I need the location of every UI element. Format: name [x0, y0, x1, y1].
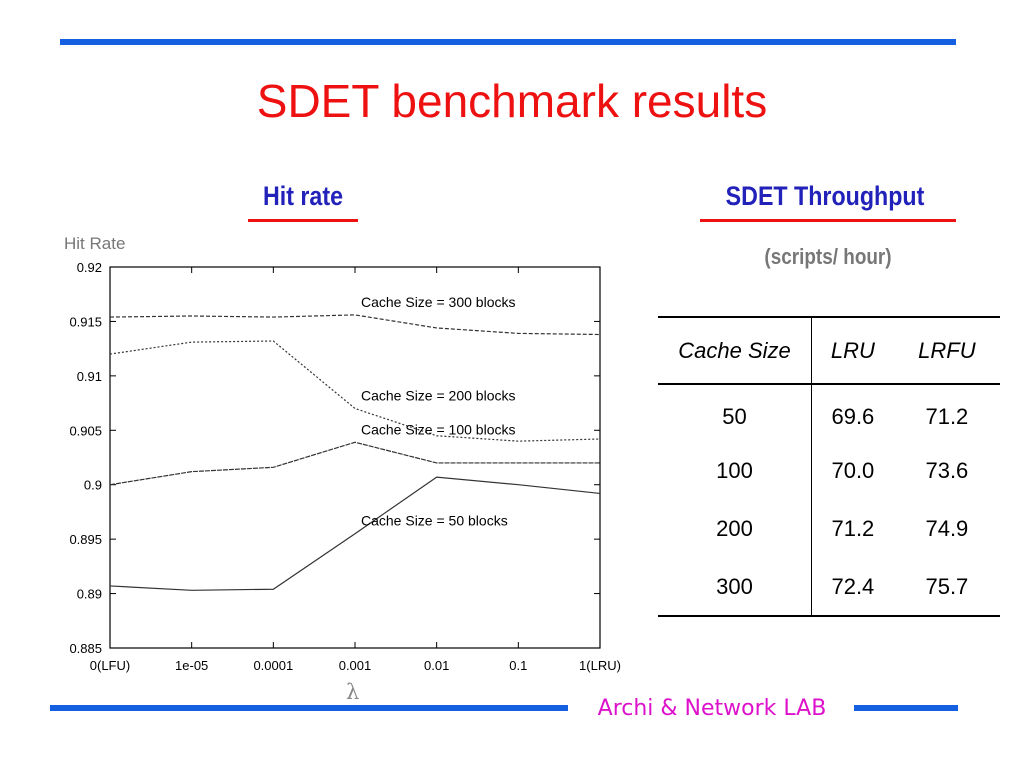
series-label: Cache Size = 200 blocks: [361, 388, 515, 404]
table-cell: 69.6: [831, 403, 875, 429]
table-row: 300 72.4 75.7: [658, 558, 1000, 616]
series-line: [109, 340, 601, 442]
series-label: Cache Size = 50 blocks: [361, 513, 508, 529]
table-header-row: Cache Size LRU LRFU: [658, 317, 1000, 385]
y-tick-label: 0.91: [77, 369, 102, 384]
throughput-table: Cache Size LRU LRFU 50 69.6 71.2 100 70.…: [658, 316, 1000, 617]
table-cell: 75.7: [925, 573, 969, 599]
table-header-lrfu: LRFU: [893, 317, 1000, 385]
table-cell: 71.2: [925, 403, 969, 429]
x-tick-label: 0.0001: [253, 658, 293, 673]
top-accent-bar: [60, 39, 956, 45]
slide-title: SDET benchmark results: [256, 75, 768, 127]
series-label: Cache Size = 300 blocks: [361, 294, 515, 310]
table-cell: 100: [658, 442, 812, 500]
y-tick-label: 0.89: [77, 587, 102, 602]
x-tick-label: 0(LFU): [90, 658, 130, 673]
hit-rate-underline: [248, 219, 358, 222]
footer-bar-right: [854, 705, 958, 711]
series-line: [109, 441, 600, 486]
table-cell: 72.4: [831, 573, 875, 599]
y-tick-label: 0.92: [77, 260, 102, 275]
plot-frame: [109, 266, 601, 649]
series-line: [109, 476, 601, 591]
chart-x-axis-label: λ: [346, 680, 360, 704]
y-tick-label: 0.885: [69, 641, 102, 656]
series-line: [109, 314, 601, 336]
x-tick-label: 0.1: [509, 658, 527, 673]
footer-lab-name: Archi & Network LAB: [597, 696, 827, 721]
chart-y-axis-label: Hit Rate: [64, 234, 126, 253]
x-tick-label: 0.001: [339, 658, 372, 673]
table-row: 50 69.6 71.2: [658, 384, 1000, 442]
table-cell: 71.2: [831, 516, 875, 541]
table-row: 200 71.2 74.9: [658, 500, 1000, 558]
y-tick-label: 0.895: [69, 532, 102, 547]
table-row: 100 70.0 73.6: [658, 442, 1000, 500]
x-tick-label: 1(LRU): [579, 658, 621, 673]
table-cell: 200: [658, 500, 812, 558]
table-cell: 74.9: [925, 516, 969, 541]
y-tick-label: 0.905: [69, 423, 102, 438]
throughput-heading: SDET Throughput: [725, 181, 925, 211]
series-label: Cache Size = 100 blocks: [361, 421, 515, 437]
table-cell: 73.6: [925, 458, 969, 483]
y-tick-label: 0.9: [84, 478, 102, 493]
table-cell: 300: [658, 558, 812, 616]
y-tick-label: 0.915: [69, 314, 102, 329]
hit-rate-heading: Hit rate: [262, 181, 344, 211]
table-header-cache-size: Cache Size: [658, 317, 812, 385]
table-cell: 50: [658, 384, 812, 442]
x-tick-label: 0.01: [424, 658, 449, 673]
throughput-unit: (scripts/ hour): [764, 244, 892, 269]
table-header-lru: LRU: [811, 317, 894, 385]
footer-bar-left: [50, 705, 568, 711]
table-cell: 70.0: [831, 458, 875, 483]
x-tick-label: 1e-05: [175, 658, 208, 673]
throughput-underline: [700, 219, 956, 222]
